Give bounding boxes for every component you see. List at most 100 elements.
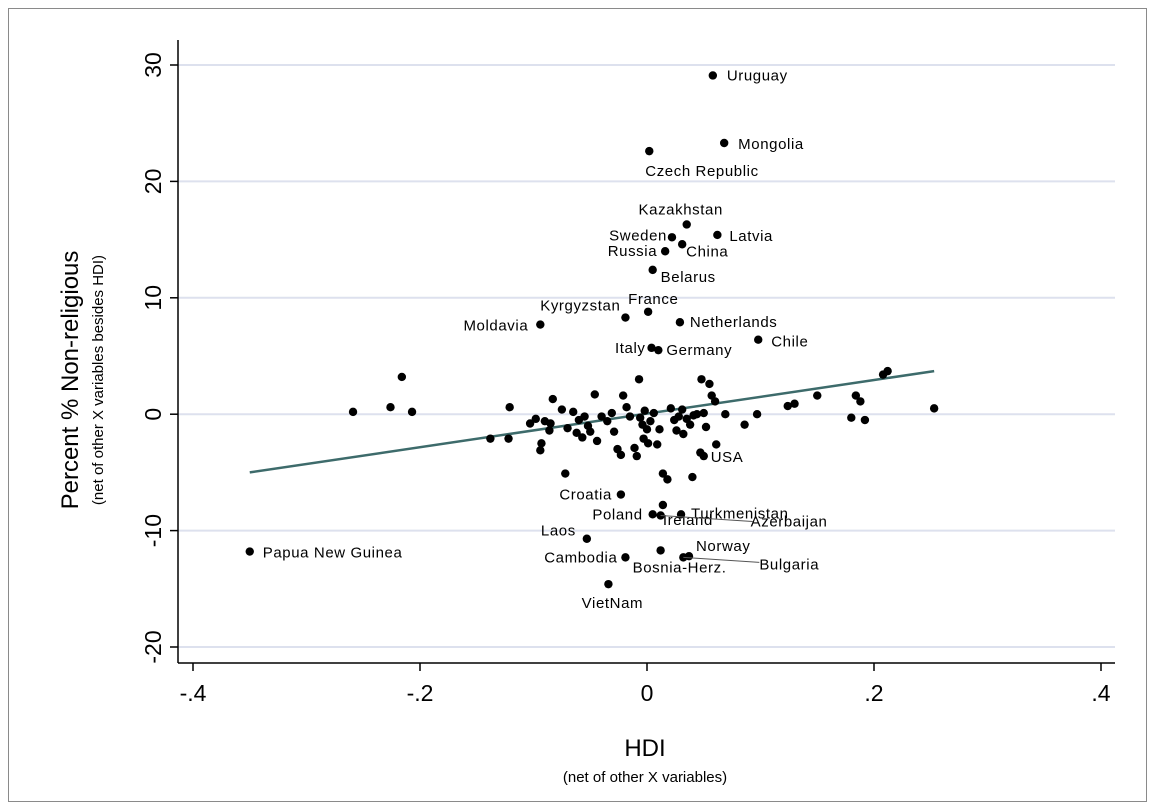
- point-label: Mongolia: [738, 136, 804, 153]
- data-point: [813, 391, 822, 400]
- data-point: [674, 412, 683, 421]
- data-point-labeled: [682, 220, 691, 229]
- data-points: [245, 71, 939, 589]
- data-point: [783, 401, 792, 411]
- data-point: [721, 410, 730, 419]
- gridlines: [178, 64, 1115, 648]
- data-point: [578, 433, 587, 442]
- data-point: [929, 404, 939, 413]
- data-point-labeled: [713, 230, 722, 240]
- point-label: Germany: [666, 342, 732, 359]
- data-point: [701, 422, 711, 432]
- data-point: [561, 469, 570, 478]
- data-point: [590, 390, 599, 399]
- data-point: [525, 419, 535, 428]
- data-point-labeled: [648, 510, 657, 519]
- data-point: [505, 403, 514, 412]
- data-point: [634, 375, 644, 384]
- data-point: [677, 405, 687, 414]
- data-point: [851, 391, 861, 400]
- data-point-labeled: [654, 345, 663, 355]
- data-point: [386, 403, 395, 412]
- data-point: [625, 412, 635, 421]
- data-point: [545, 426, 554, 435]
- x-axis-subtitle: (net of other X variables): [563, 769, 727, 786]
- point-label: Bosnia-Herz.: [633, 559, 727, 576]
- data-point: [531, 414, 540, 424]
- data-point: [663, 475, 672, 484]
- data-point: [847, 413, 856, 422]
- point-label: France: [628, 291, 678, 308]
- data-point-labeled: [660, 247, 670, 256]
- data-point: [407, 407, 417, 417]
- point-label: Azerbaijan: [751, 513, 828, 530]
- data-point: [692, 410, 702, 419]
- data-point-labeled: [647, 343, 656, 353]
- data-point-labeled: [675, 318, 685, 327]
- data-point-labeled: [708, 71, 718, 80]
- point-labels: Uruguay Mongolia Czech Republic Kazakhstan S…: [263, 67, 828, 612]
- data-point: [672, 426, 681, 435]
- data-point: [653, 440, 662, 449]
- data-point: [860, 415, 870, 425]
- data-point: [883, 366, 892, 376]
- y-axis-subtitle: (net of other X variables besides HDI): [90, 255, 107, 505]
- data-point: [643, 439, 653, 448]
- data-point: [699, 408, 708, 418]
- data-point: [557, 405, 567, 414]
- y-tick-label: 20: [140, 169, 166, 195]
- x-tick-label: -.2: [407, 680, 434, 706]
- data-point-labeled: [648, 265, 657, 275]
- data-point: [712, 440, 721, 449]
- data-point-labeled: [536, 320, 545, 329]
- point-label: Sweden: [609, 227, 667, 244]
- data-point-labeled: [645, 146, 654, 156]
- x-tick-label: 0: [641, 680, 654, 706]
- y-tick-label: -20: [140, 630, 166, 663]
- data-point: [740, 420, 749, 429]
- point-label: Czech Republic: [645, 163, 758, 180]
- point-label: Laos: [541, 523, 576, 540]
- data-point: [752, 410, 762, 419]
- point-label: Poland: [592, 506, 642, 523]
- point-label: China: [686, 243, 728, 260]
- data-point: [688, 472, 697, 482]
- data-point: [536, 446, 545, 455]
- point-label: Norway: [696, 538, 750, 555]
- point-label: Russia: [608, 243, 658, 260]
- data-point: [679, 429, 688, 439]
- data-point: [572, 428, 581, 438]
- x-tick-label: .4: [1091, 680, 1110, 706]
- data-point-labeled: [621, 553, 630, 562]
- data-point: [397, 372, 407, 382]
- data-point: [586, 427, 595, 436]
- x-tick-label: -.4: [180, 680, 207, 706]
- data-point: [537, 439, 546, 448]
- leader-line: [683, 556, 760, 563]
- data-point: [616, 450, 626, 460]
- data-point: [630, 443, 639, 453]
- chart-frame: [8, 8, 1147, 802]
- point-label: Uruguay: [727, 67, 788, 84]
- x-tick-label: .2: [864, 680, 883, 706]
- data-point: [563, 423, 572, 433]
- data-point-labeled: [621, 313, 630, 322]
- data-point-labeled: [719, 138, 729, 148]
- data-point: [790, 399, 799, 408]
- data-point: [486, 434, 495, 443]
- data-point: [655, 425, 664, 434]
- y-tick-label: 30: [140, 52, 166, 78]
- point-label: USA: [711, 449, 744, 466]
- data-point: [642, 425, 652, 434]
- y-tick-label: 0: [140, 408, 166, 421]
- data-point: [649, 408, 659, 418]
- data-point-labeled: [754, 335, 763, 344]
- point-label: VietNam: [582, 595, 643, 612]
- data-point: [546, 419, 555, 428]
- point-label: Latvia: [729, 228, 773, 245]
- point-label: Chile: [771, 334, 808, 351]
- data-point: [658, 469, 668, 478]
- data-point-labeled: [677, 240, 687, 249]
- data-point: [609, 427, 619, 436]
